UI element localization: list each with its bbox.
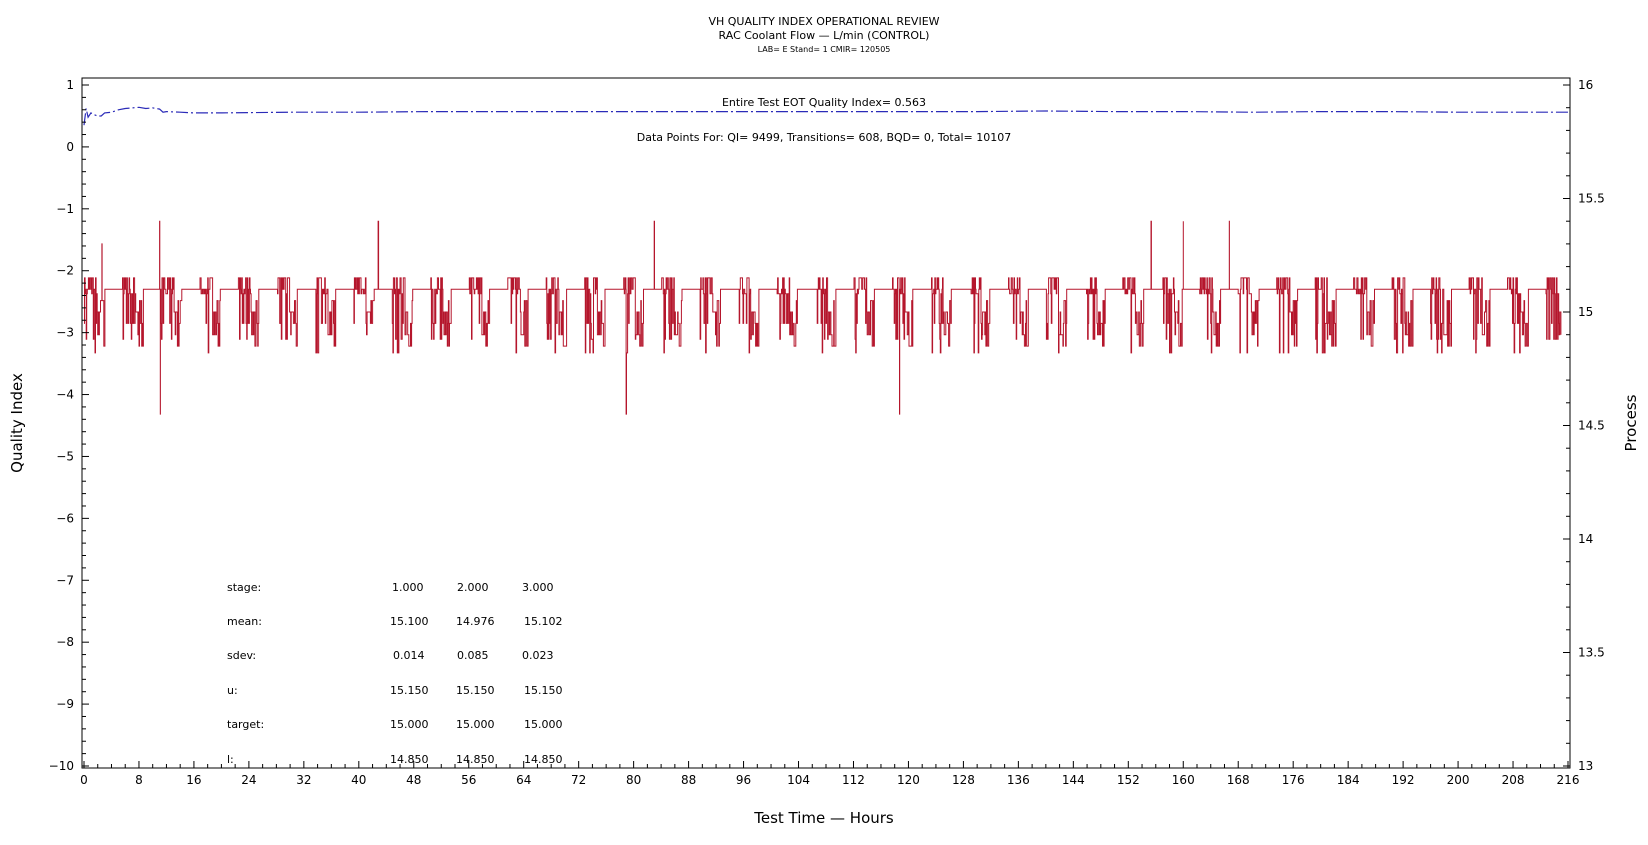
y-tick-label: −10 — [49, 759, 74, 773]
data-points-annotation: Data Points For: QI= 9499, Transitions= … — [637, 131, 1012, 144]
x-tick-label: 48 — [406, 773, 421, 787]
y2-axis-label: Process — [1622, 394, 1640, 451]
chart-title: VH QUALITY INDEX OPERATIONAL REVIEW — [708, 15, 939, 28]
y2-tick-label: 14 — [1578, 532, 1593, 546]
stats-target-2: 15.000 — [456, 718, 495, 731]
x-tick-label: 112 — [842, 773, 865, 787]
stats-sdev-1: 0.014 — [393, 649, 425, 662]
x-tick-label: 168 — [1227, 773, 1250, 787]
x-tick-label: 208 — [1502, 773, 1525, 787]
stats-target-3: 15.000 — [524, 718, 563, 731]
x-tick-label: 120 — [897, 773, 920, 787]
eot-annotation: Entire Test EOT Quality Index= 0.563 — [722, 96, 926, 109]
x-tick-label: 184 — [1337, 773, 1360, 787]
stats-u-1: 15.150 — [390, 684, 429, 697]
y-tick-label: −2 — [56, 264, 74, 278]
stats-sdev-2: 0.085 — [457, 649, 489, 662]
y-tick-label: −7 — [56, 573, 74, 587]
stats-mean-2: 14.976 — [456, 615, 495, 628]
y-tick-label: −6 — [56, 511, 74, 525]
y-tick-label: −8 — [56, 635, 74, 649]
stats-mean-1: 15.100 — [390, 615, 429, 628]
stats-u-2: 15.150 — [456, 684, 495, 697]
x-tick-label: 24 — [241, 773, 256, 787]
axis-layer: 0 8 16 24 32 40 48 56 64 72 80 88 96 104 112 120 128 136 1… — [49, 78, 1605, 787]
process-series-line — [84, 220, 1562, 415]
x-tick-label: 64 — [516, 773, 531, 787]
x-axis-label: Test Time — Hours — [753, 809, 894, 827]
x-tick-label: 176 — [1282, 773, 1305, 787]
x-tick-label: 136 — [1007, 773, 1030, 787]
stats-u-label: u: — [227, 684, 238, 697]
chart-subtitle-2: LAB= E Stand= 1 CMIR= 120505 — [758, 45, 891, 54]
y-tick-label: −1 — [56, 202, 74, 216]
quality-index-series-line — [83, 106, 1568, 126]
stats-stage-label: stage: — [227, 581, 261, 594]
x-tick-label: 88 — [681, 773, 696, 787]
x-tick-label: 72 — [571, 773, 586, 787]
stats-target-label: target: — [227, 718, 264, 731]
stats-l-2: 14.850 — [456, 753, 495, 766]
stats-l-label: l: — [227, 753, 234, 766]
stats-stage-1: 1.000 — [392, 581, 424, 594]
x-tick-label: 104 — [787, 773, 810, 787]
y2-tick-label: 13 — [1578, 759, 1593, 773]
y-tick-label: −3 — [56, 326, 74, 340]
y2-tick-label: 13.5 — [1578, 646, 1605, 660]
stats-l-3: 14.850 — [524, 753, 563, 766]
stats-stage-2: 2.000 — [457, 581, 489, 594]
stats-table: stage: 1.000 2.000 3.000 mean: 15.100 14… — [227, 581, 563, 766]
x-tick-label: 128 — [952, 773, 975, 787]
y-tick-label: −5 — [56, 449, 74, 463]
y2-tick-label: 16 — [1578, 78, 1593, 92]
x-tick-label: 8 — [135, 773, 143, 787]
plot-frame — [81, 77, 1571, 769]
x-tick-label: 32 — [296, 773, 311, 787]
x-tick-label: 160 — [1172, 773, 1195, 787]
stats-mean-label: mean: — [227, 615, 262, 628]
y2-tick-label: 15 — [1578, 305, 1593, 319]
stats-u-3: 15.150 — [524, 684, 563, 697]
y-tick-label: −9 — [56, 697, 74, 711]
y2-tick-label: 14.5 — [1578, 419, 1605, 433]
x-tick-label: 40 — [351, 773, 366, 787]
stats-l-1: 14.850 — [390, 753, 429, 766]
y-axis-label: Quality Index — [8, 373, 26, 473]
x-tick-label: 80 — [626, 773, 641, 787]
x-tick-label: 96 — [736, 773, 751, 787]
y2-tick-label: 15.5 — [1578, 192, 1605, 206]
x-tick-label: 0 — [80, 773, 88, 787]
stats-sdev-3: 0.023 — [522, 649, 554, 662]
chart-subtitle: RAC Coolant Flow — L/min (CONTROL) — [719, 29, 930, 42]
series-layer — [83, 106, 1568, 415]
x-tick-label: 200 — [1447, 773, 1470, 787]
y-tick-label: −4 — [56, 388, 74, 402]
stats-stage-3: 3.000 — [522, 581, 554, 594]
stats-target-1: 15.000 — [390, 718, 429, 731]
x-tick-label: 144 — [1062, 773, 1085, 787]
x-tick-label: 152 — [1117, 773, 1140, 787]
stats-mean-3: 15.102 — [524, 615, 563, 628]
stats-sdev-label: sdev: — [227, 649, 256, 662]
y-tick-label: 1 — [66, 78, 74, 92]
x-tick-label: 56 — [461, 773, 476, 787]
x-tick-label: 16 — [186, 773, 201, 787]
x-tick-label: 192 — [1392, 773, 1415, 787]
x-tick-label: 216 — [1557, 773, 1580, 787]
y-tick-label: 0 — [66, 140, 74, 154]
